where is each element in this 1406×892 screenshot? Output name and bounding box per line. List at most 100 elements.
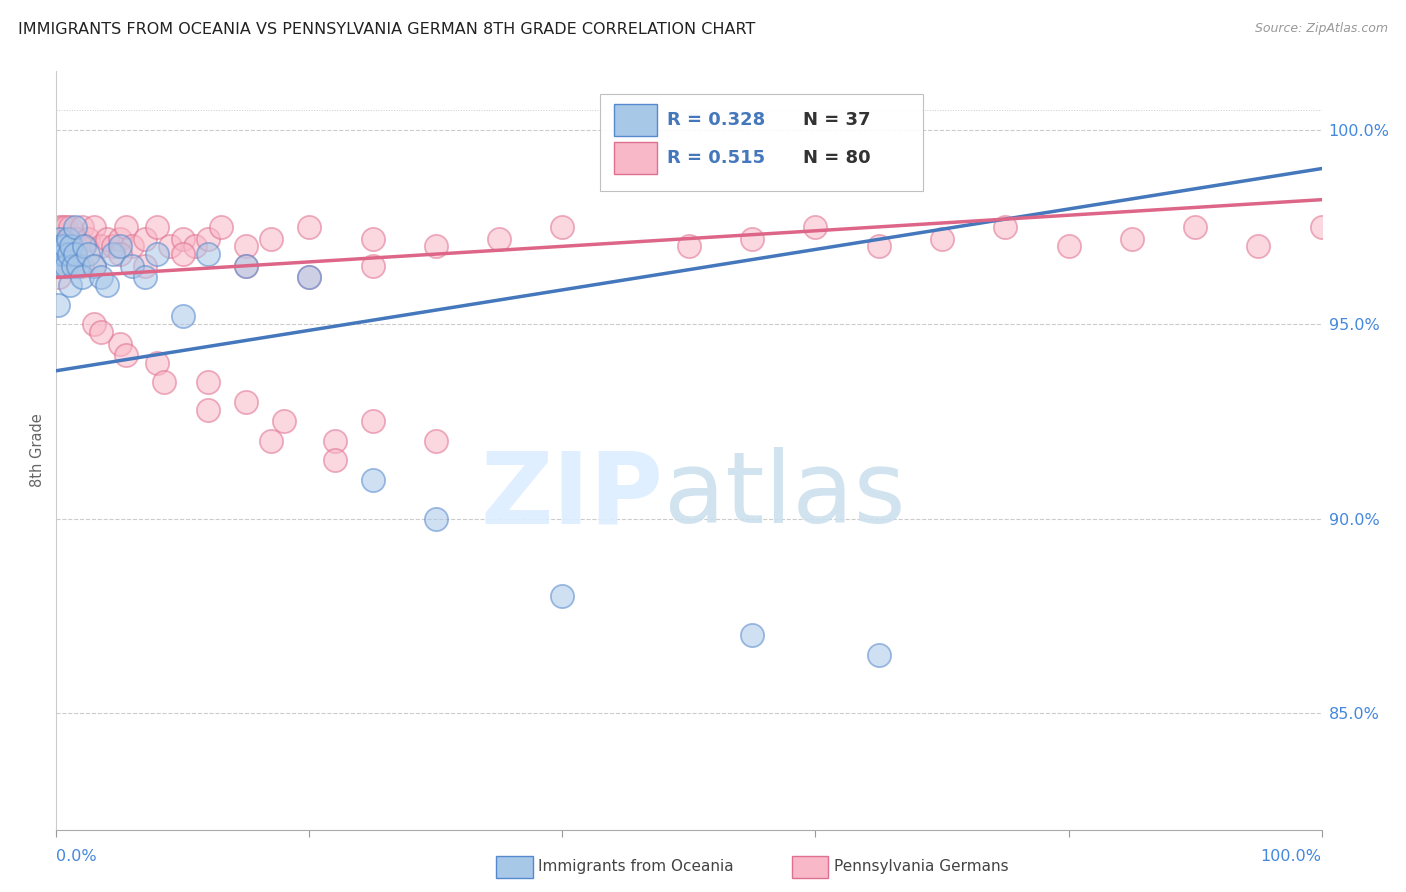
Point [55, 259, 77, 273]
Point [53, 231, 76, 245]
Point [146, 356, 169, 370]
Point [52, 247, 75, 261]
Point [58, 259, 80, 273]
Point [73, 239, 96, 253]
Point [96, 231, 118, 245]
Point [172, 247, 194, 261]
Point [298, 270, 321, 285]
Text: 100.0%: 100.0% [1261, 849, 1322, 864]
Point [56, 231, 79, 245]
Point [197, 402, 219, 417]
Point [361, 259, 384, 273]
Point [488, 231, 510, 245]
Point [103, 239, 124, 253]
Point [70, 219, 93, 234]
Point [425, 434, 447, 448]
Text: Immigrants from Oceania: Immigrants from Oceania [538, 859, 734, 873]
Point [235, 259, 257, 273]
Point [65, 239, 87, 253]
Point [48, 270, 70, 285]
Point [1121, 231, 1143, 245]
Text: N = 37: N = 37 [803, 111, 870, 128]
Point [1247, 239, 1270, 253]
Point [65, 247, 87, 261]
Text: IMMIGRANTS FROM OCEANIA VS PENNSYLVANIA GERMAN 8TH GRADE CORRELATION CHART: IMMIGRANTS FROM OCEANIA VS PENNSYLVANIA … [18, 22, 755, 37]
Point [58, 231, 80, 245]
Point [425, 511, 447, 525]
Point [46, 259, 69, 273]
Point [49, 231, 72, 245]
Point [65, 247, 87, 261]
Point [134, 270, 156, 285]
Point [46, 231, 69, 245]
Point [235, 395, 257, 409]
Text: R = 0.328: R = 0.328 [668, 111, 766, 128]
Point [298, 270, 321, 285]
Point [51, 239, 73, 253]
FancyBboxPatch shape [614, 104, 657, 136]
Point [121, 239, 143, 253]
Point [868, 648, 890, 662]
Point [90, 239, 111, 253]
Point [551, 589, 574, 603]
Y-axis label: 8th Grade: 8th Grade [30, 414, 45, 487]
Point [994, 219, 1017, 234]
Point [209, 219, 232, 234]
Point [121, 259, 143, 273]
Point [197, 247, 219, 261]
Point [76, 231, 98, 245]
Point [172, 231, 194, 245]
FancyBboxPatch shape [600, 95, 922, 191]
Point [361, 473, 384, 487]
Point [184, 239, 207, 253]
Point [235, 259, 257, 273]
Point [931, 231, 953, 245]
Point [361, 231, 384, 245]
Point [114, 219, 138, 234]
Point [53, 239, 76, 253]
Text: N = 80: N = 80 [803, 149, 870, 167]
Point [52, 219, 75, 234]
Point [741, 231, 763, 245]
Point [425, 239, 447, 253]
Point [96, 278, 118, 293]
Point [1057, 239, 1080, 253]
Point [260, 231, 283, 245]
Point [235, 239, 257, 253]
Text: Source: ZipAtlas.com: Source: ZipAtlas.com [1254, 22, 1388, 36]
Point [51, 231, 73, 245]
Point [56, 239, 79, 253]
Point [273, 414, 295, 428]
Point [108, 247, 131, 261]
Point [83, 317, 105, 331]
Point [146, 219, 169, 234]
Text: R = 0.515: R = 0.515 [668, 149, 765, 167]
Point [48, 219, 70, 234]
Point [52, 259, 75, 273]
Point [76, 247, 98, 261]
Point [1310, 219, 1333, 234]
Point [134, 231, 156, 245]
Point [59, 278, 82, 293]
Point [90, 270, 111, 285]
Point [52, 239, 75, 253]
Point [70, 259, 93, 273]
Text: ZIP: ZIP [481, 448, 664, 544]
Point [46, 298, 69, 312]
Point [323, 434, 346, 448]
Point [52, 259, 75, 273]
Point [114, 348, 138, 362]
Point [60, 239, 83, 253]
Point [83, 259, 105, 273]
Text: atlas: atlas [664, 448, 905, 544]
Point [90, 325, 111, 339]
Point [49, 239, 72, 253]
Point [298, 219, 321, 234]
Text: Pennsylvania Germans: Pennsylvania Germans [834, 859, 1008, 873]
Point [58, 247, 80, 261]
Point [146, 247, 169, 261]
Point [108, 231, 131, 245]
Point [83, 219, 105, 234]
Point [741, 628, 763, 642]
FancyBboxPatch shape [614, 142, 657, 174]
